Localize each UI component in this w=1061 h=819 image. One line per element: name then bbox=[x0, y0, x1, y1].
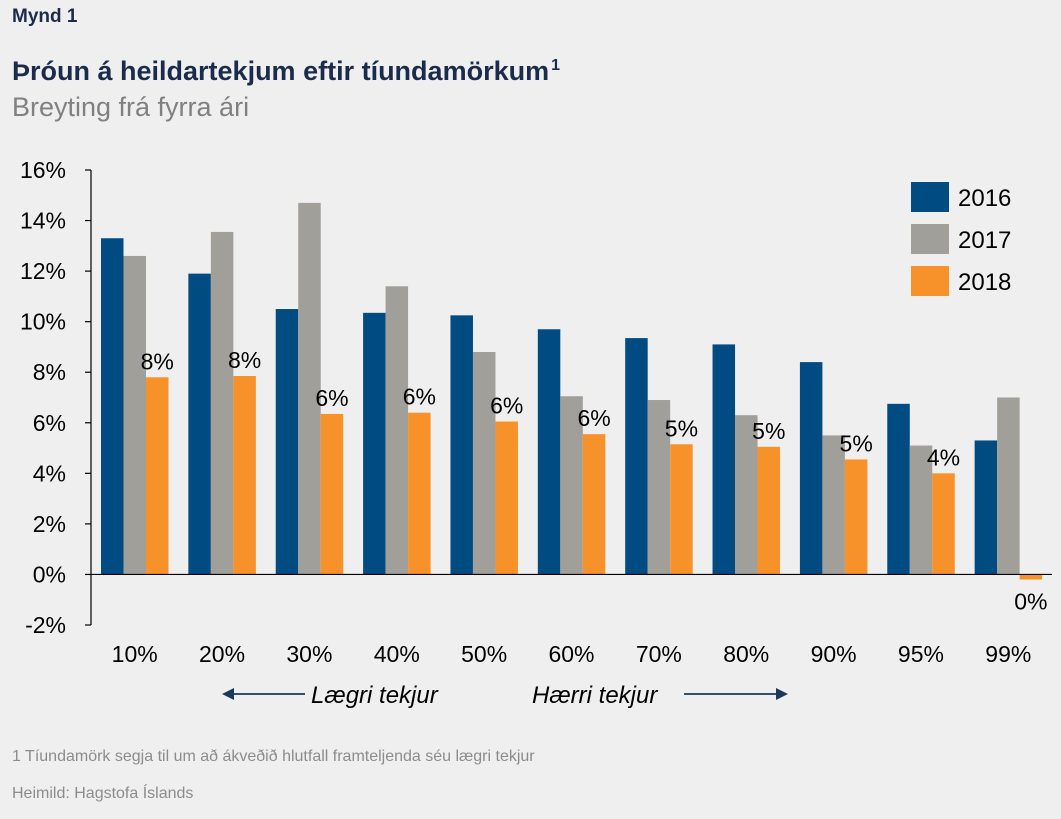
y-tick-label: 14% bbox=[20, 208, 66, 234]
bar-2017-95pct bbox=[909, 445, 933, 575]
x-tick-label: 80% bbox=[723, 641, 769, 667]
legend-swatch-2018 bbox=[911, 266, 949, 296]
bar-2016-90pct bbox=[799, 362, 823, 575]
bar-2018-10pct bbox=[146, 377, 169, 575]
data-labels: 8% 8% 6% 6% 6% 6% 5% 5% 5% 4% 0% bbox=[141, 347, 1048, 614]
bar-2018-40pct bbox=[408, 412, 431, 575]
x-tick-label: 70% bbox=[636, 641, 682, 667]
bar-2018-60pct bbox=[582, 434, 606, 575]
data-label-2018: 8% bbox=[228, 347, 261, 373]
bar-2018-99pct bbox=[1019, 574, 1043, 580]
x-tick-label: 30% bbox=[286, 641, 332, 667]
y-tick-label: -2% bbox=[25, 612, 66, 638]
data-label-2018: 6% bbox=[490, 393, 523, 419]
x-tick-label: 95% bbox=[898, 641, 944, 667]
chart-title-text: Þróun á heildartekjum eftir tíundamörkum bbox=[12, 56, 550, 86]
bar-2017-10pct bbox=[123, 255, 146, 575]
right-arrow-head bbox=[776, 688, 788, 700]
bar-2016-50pct bbox=[450, 315, 473, 575]
x-tick-label: 10% bbox=[112, 641, 158, 667]
bar-2017-99pct bbox=[997, 397, 1020, 575]
bar-2016-10pct bbox=[101, 238, 124, 575]
y-tick-label: 16% bbox=[20, 157, 66, 183]
data-label-2018: 0% bbox=[1014, 589, 1047, 615]
legend: 2016 2017 2018 bbox=[911, 182, 1011, 296]
bar-2017-70pct bbox=[647, 400, 671, 575]
bar-2016-80pct bbox=[712, 344, 736, 575]
y-tick-label: 12% bbox=[20, 258, 66, 284]
figure-label: Mynd 1 bbox=[12, 6, 78, 27]
bar-2016-99pct bbox=[974, 440, 998, 575]
bar-2018-20pct bbox=[233, 376, 256, 575]
x-tick-label: 20% bbox=[199, 641, 245, 667]
x-tick-label: 90% bbox=[811, 641, 857, 667]
bar-2017-90pct bbox=[822, 435, 845, 575]
x-tick-label: 50% bbox=[461, 641, 507, 667]
bar-2018-70pct bbox=[670, 444, 693, 575]
bar-2017-80pct bbox=[735, 415, 758, 575]
legend-label-2018: 2018 bbox=[958, 269, 1011, 296]
bars bbox=[101, 202, 1043, 580]
footnote: 1 Tíundamörk segja til um að ákveðið hlu… bbox=[12, 748, 535, 765]
bar-2016-30pct bbox=[275, 309, 299, 575]
bar-2018-80pct bbox=[757, 446, 781, 575]
higher-income-label: Hærri tekjur bbox=[532, 682, 658, 709]
left-arrow-head bbox=[222, 688, 234, 700]
chart-title: Þróun á heildartekjum eftir tíundamörkum… bbox=[12, 56, 560, 87]
y-tick-label: 8% bbox=[33, 359, 66, 385]
bar-2017-60pct bbox=[560, 396, 583, 575]
y-tick-label: 0% bbox=[33, 561, 66, 587]
data-label-2018: 6% bbox=[315, 385, 348, 411]
y-tick-label: 6% bbox=[33, 410, 66, 436]
y-tick-label: 2% bbox=[33, 511, 66, 537]
x-tick-label: 60% bbox=[548, 641, 594, 667]
bar-2017-30pct bbox=[298, 202, 321, 575]
legend-swatch-2016 bbox=[911, 182, 949, 212]
bar-2018-90pct bbox=[844, 459, 868, 575]
bar-2016-40pct bbox=[363, 312, 386, 575]
data-label-2018: 4% bbox=[927, 444, 960, 470]
bar-2016-60pct bbox=[537, 329, 561, 575]
y-axis: -2% 0% 2% 4% 6% 8% 10% 12% 14% 16% bbox=[20, 157, 92, 638]
lower-income-label: Lægri tekjur bbox=[311, 682, 439, 709]
bar-2017-40pct bbox=[385, 286, 409, 575]
x-tick-label: 99% bbox=[985, 641, 1031, 667]
chart-subtitle: Breyting frá fyrra ári bbox=[12, 92, 250, 122]
bar-2018-30pct bbox=[320, 413, 344, 575]
bar-2017-50pct bbox=[472, 352, 496, 575]
y-tick-label: 10% bbox=[20, 309, 66, 335]
y-tick-label: 4% bbox=[33, 460, 66, 486]
bar-2017-20pct bbox=[210, 231, 234, 575]
data-label-2018: 6% bbox=[403, 384, 436, 410]
x-axis: 10% 20% 30% 40% 50% 60% 70% 80% 90% 95% 99% bbox=[91, 573, 1052, 667]
legend-label-2017: 2017 bbox=[958, 227, 1011, 254]
data-label-2018: 8% bbox=[141, 348, 174, 374]
bar-2018-50pct bbox=[495, 421, 518, 575]
income-direction-annotation: Lægri tekjur Hærri tekjur bbox=[222, 682, 788, 709]
bar-2016-20pct bbox=[188, 273, 211, 575]
legend-swatch-2017 bbox=[911, 224, 949, 254]
legend-label-2016: 2016 bbox=[958, 185, 1011, 212]
bar-2016-95pct bbox=[887, 403, 910, 575]
footnote-marker: 1 bbox=[551, 57, 560, 74]
data-label-2018: 5% bbox=[752, 418, 785, 444]
data-label-2018: 6% bbox=[577, 405, 610, 431]
bar-2018-95pct bbox=[932, 473, 955, 575]
bar-2016-70pct bbox=[625, 338, 648, 575]
x-tick-label: 40% bbox=[374, 641, 420, 667]
data-label-2018: 5% bbox=[665, 415, 698, 441]
source: Heimild: Hagstofa Íslands bbox=[12, 785, 194, 802]
data-label-2018: 5% bbox=[840, 430, 873, 456]
